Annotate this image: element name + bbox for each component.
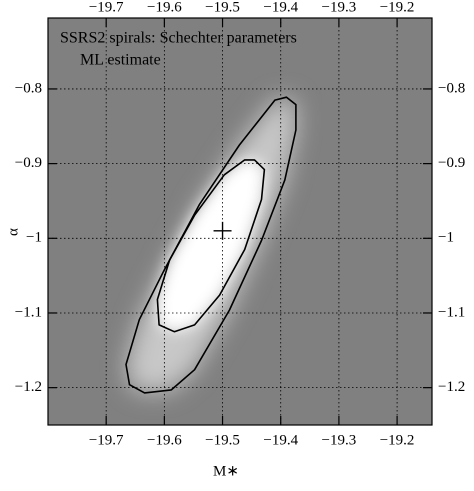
y-tick-label-right: −1.2 (438, 379, 465, 395)
x-axis-label: M∗ (213, 463, 239, 479)
x-tick-label-top: −19.5 (205, 0, 240, 15)
x-tick-label: −19.7 (89, 432, 124, 448)
y-tick-label: −1.1 (15, 304, 42, 320)
y-tick-label: −0.8 (15, 80, 42, 96)
x-tick-label: −19.2 (380, 432, 415, 448)
chart-title: SSRS2 spirals: Schechter parameters (60, 30, 297, 47)
y-tick-label-right: −1 (438, 230, 454, 246)
x-tick-label: −19.6 (147, 432, 182, 448)
y-tick-label: −1 (26, 230, 42, 246)
x-tick-label-top: −19.4 (263, 0, 298, 15)
grid (48, 18, 432, 425)
y-tick-label: −1.2 (15, 379, 42, 395)
contour-line (125, 96, 297, 394)
y-tick-label-right: −1.1 (438, 304, 465, 320)
x-tick-label-top: −19.2 (380, 0, 415, 15)
contours (125, 96, 297, 394)
chart-subtitle: ML estimate (80, 52, 161, 69)
likelihood-map (126, 97, 296, 393)
best-fit-marker (213, 221, 232, 240)
x-tick-label-top: −19.3 (322, 0, 357, 15)
x-tick-label: −19.5 (205, 432, 240, 448)
x-tick-label-top: −19.7 (89, 0, 124, 15)
x-tick-label: −19.3 (322, 432, 357, 448)
x-tick-label: −19.4 (263, 432, 298, 448)
y-tick-label-right: −0.8 (438, 80, 465, 96)
y-tick-label-right: −0.9 (438, 155, 465, 171)
plot-frame (47, 17, 433, 426)
y-axis-label: α (5, 228, 21, 236)
contour-line (156, 159, 266, 333)
x-tick-label-top: −19.6 (147, 0, 182, 15)
y-tick-label: −0.9 (15, 155, 42, 171)
likelihood-glow (157, 159, 265, 332)
